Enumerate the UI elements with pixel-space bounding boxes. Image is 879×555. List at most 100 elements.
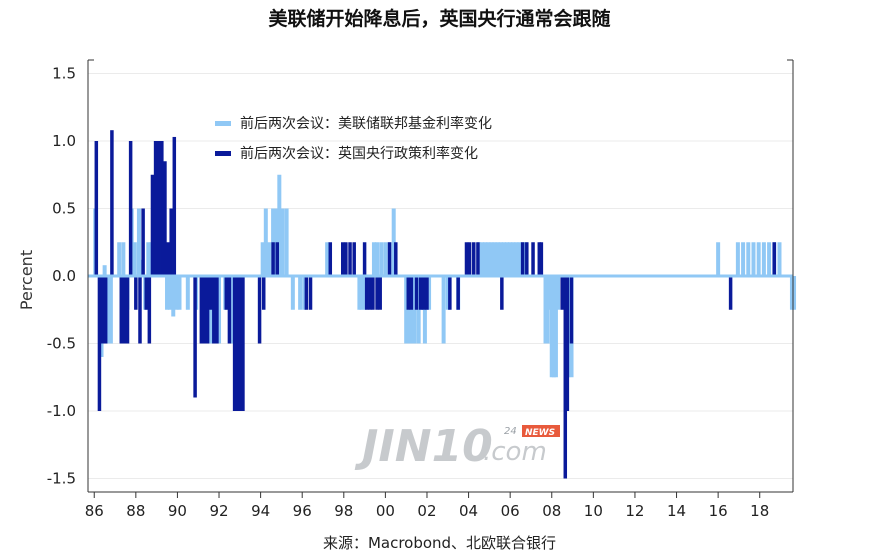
fed-bar: [514, 242, 519, 276]
legend: 前后两次会议：美联储联邦基金利率变化 前后两次会议：英国央行政策利率变化: [215, 115, 492, 162]
boe-bar: [141, 208, 145, 276]
fed-bar: [217, 276, 222, 344]
watermark-logo: JIN10 .com 24 NEWS: [354, 421, 560, 472]
boe-bar: [348, 242, 352, 276]
x-tick-label: 12: [625, 502, 644, 520]
boe-bar: [352, 242, 356, 276]
boe-bar: [464, 242, 469, 276]
fed-bar: [789, 276, 794, 310]
fed-bar: [263, 208, 268, 276]
fed-bar: [556, 276, 560, 310]
boe-bar: [257, 276, 262, 344]
x-axis-ticks: 86 88 90 92 94 96 98 00 02 04 06 08 10 12 14 16 18: [85, 492, 769, 520]
plot-frame: [87, 59, 794, 493]
boe-bar: [119, 276, 124, 344]
x-tick-label: 02: [417, 502, 436, 520]
boe-bar: [406, 276, 411, 310]
fed-bar: [362, 276, 367, 310]
boe-bar: [371, 276, 375, 310]
boe-bar: [418, 276, 423, 310]
x-tick-label: 04: [459, 502, 478, 520]
fed-bar: [553, 276, 558, 378]
x-tick-label: 92: [209, 502, 228, 520]
boe-bar: [153, 141, 158, 276]
fed-bar: [741, 242, 746, 276]
boe-bar: [147, 276, 152, 344]
x-tick-label: 96: [293, 502, 312, 520]
fed-bar: [357, 276, 362, 310]
fed-bar: [441, 276, 446, 344]
y-axis-ticks: 1.5 1.0 0.5 0.0 -0.5 -1.0 -1.5: [47, 65, 76, 488]
legend-swatch-fed: [215, 121, 231, 126]
boe-bar: [328, 242, 333, 276]
fed-bar: [445, 276, 450, 310]
boe-bar: [241, 276, 245, 411]
boe-bar: [456, 276, 460, 310]
boe-bar: [215, 276, 219, 344]
fed-bar: [280, 208, 285, 276]
boe-bar: [212, 276, 216, 344]
boe-bar: [409, 276, 414, 310]
boe-bar: [239, 276, 243, 411]
fed-bar: [132, 242, 137, 276]
fed-bar: [508, 242, 513, 276]
fed-bar: [359, 276, 364, 310]
boe-bar: [234, 276, 239, 411]
fed-bar: [511, 242, 516, 276]
boe-bar: [368, 276, 372, 310]
x-tick-label: 14: [667, 502, 686, 520]
watermark-news-text: NEWS: [525, 428, 555, 438]
y-tick-label: -1.5: [47, 470, 76, 488]
fed-bar: [492, 242, 497, 276]
fed-bar: [302, 276, 307, 310]
fed-bar: [121, 242, 126, 276]
boe-bar: [172, 136, 177, 276]
boe-bar: [125, 276, 130, 344]
fed-bar: [290, 276, 295, 310]
fed-bar: [416, 276, 421, 344]
fed-bar: [102, 265, 107, 276]
source-note: 来源：Macrobond、北欧联合银行: [322, 534, 557, 552]
y-tick-label: 0.5: [52, 200, 76, 218]
boe-bar: [531, 242, 535, 276]
boe-bar: [537, 242, 542, 276]
fed-bar: [277, 174, 282, 276]
x-tick-label: 10: [584, 502, 603, 520]
y-tick-label: 1.0: [52, 132, 76, 150]
fed-bar: [298, 276, 303, 310]
fed-bar: [777, 242, 782, 276]
boe-bar: [364, 276, 369, 310]
boe-bar: [565, 276, 570, 411]
boe-bar: [476, 242, 480, 276]
fed-bar: [266, 242, 271, 276]
fed-bar: [480, 242, 485, 276]
boe-bar: [166, 242, 170, 276]
boe-bar: [772, 242, 777, 276]
legend-swatch-boe: [215, 151, 231, 156]
boe-bar: [341, 242, 345, 276]
legend-label-fed: 前后两次会议：美联储联邦基金利率变化: [240, 115, 492, 132]
boe-bar: [569, 276, 574, 344]
fed-bar: [260, 242, 265, 276]
fed-bar: [168, 276, 173, 310]
fed-bar: [117, 242, 122, 276]
fed-bar: [146, 242, 151, 276]
boe-bar: [275, 242, 279, 276]
y-tick-label: 0.0: [52, 267, 76, 285]
boe-bar: [344, 242, 348, 276]
x-tick-label: 86: [85, 502, 104, 520]
fed-bar: [105, 276, 110, 344]
fed-bar: [751, 242, 756, 276]
boe-bar: [375, 276, 379, 310]
fed-bar: [716, 242, 721, 276]
boe-bar: [97, 276, 102, 411]
fed-bar: [505, 242, 510, 276]
boe-bar: [500, 276, 504, 310]
fed-bar: [767, 242, 772, 276]
fed-bar: [171, 276, 176, 317]
fed-bar: [495, 242, 500, 276]
boe-bar: [525, 242, 529, 276]
legend-label-boe: 前后两次会议：英国央行政策利率变化: [240, 145, 478, 162]
boe-bar: [387, 242, 392, 276]
boe-bar: [138, 276, 142, 344]
